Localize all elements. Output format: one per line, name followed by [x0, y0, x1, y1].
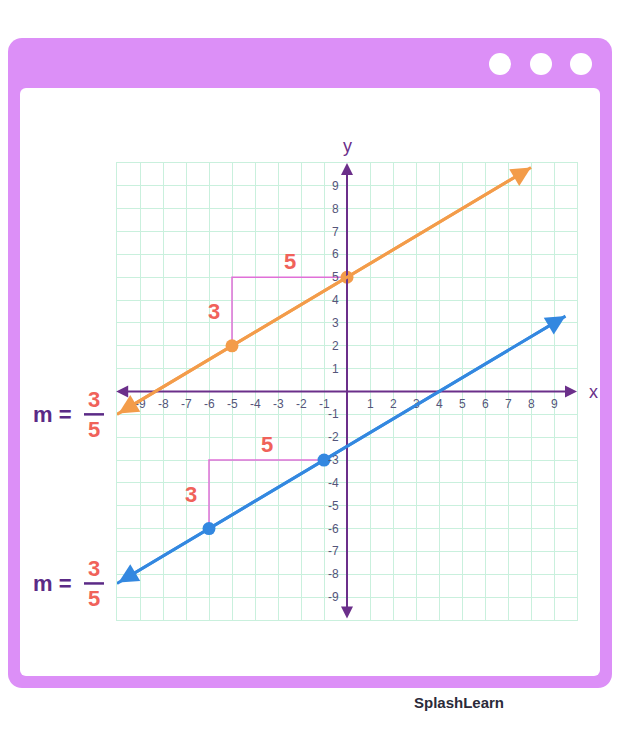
svg-text:m =: m =	[33, 402, 72, 427]
svg-text:5: 5	[88, 417, 100, 442]
svg-text:3: 3	[88, 387, 100, 412]
svg-text:-6: -6	[328, 522, 339, 536]
svg-text:y: y	[343, 136, 352, 156]
svg-text:1: 1	[367, 397, 374, 411]
svg-text:2: 2	[390, 397, 397, 411]
svg-text:-3: -3	[328, 453, 339, 467]
svg-text:5: 5	[459, 397, 466, 411]
svg-text:-1: -1	[328, 407, 339, 421]
svg-text:-4: -4	[328, 476, 339, 490]
svg-text:-1: -1	[319, 397, 330, 411]
svg-text:8: 8	[332, 202, 339, 216]
html-text:SplashLearn: SplashLearn	[414, 694, 504, 711]
svg-text:9: 9	[332, 179, 339, 193]
svg-text:-8: -8	[328, 567, 339, 581]
svg-text:-4: -4	[250, 397, 261, 411]
svg-text:3: 3	[185, 482, 197, 507]
svg-text:3: 3	[208, 299, 220, 324]
svg-text:3: 3	[88, 556, 100, 581]
svg-text:-2: -2	[328, 430, 339, 444]
svg-text:-9: -9	[328, 590, 339, 604]
svg-text:4: 4	[332, 293, 339, 307]
svg-text:4: 4	[436, 397, 443, 411]
svg-text:-7: -7	[181, 397, 192, 411]
svg-text:7: 7	[332, 225, 339, 239]
svg-text:8: 8	[528, 397, 535, 411]
svg-text:2: 2	[332, 339, 339, 353]
svg-text:5: 5	[332, 270, 339, 284]
svg-text:-5: -5	[328, 499, 339, 513]
svg-text:7: 7	[505, 397, 512, 411]
svg-text:6: 6	[482, 397, 489, 411]
svg-text:3: 3	[413, 397, 420, 411]
svg-text:-9: -9	[135, 397, 146, 411]
svg-text:x: x	[589, 382, 598, 402]
svg-text:9: 9	[551, 397, 558, 411]
svg-text:5: 5	[88, 586, 100, 611]
svg-text:-8: -8	[158, 397, 169, 411]
svg-text:-7: -7	[328, 544, 339, 558]
svg-text:m =: m =	[33, 571, 72, 596]
svg-text:3: 3	[332, 316, 339, 330]
svg-text:1: 1	[332, 362, 339, 376]
svg-text:-2: -2	[296, 397, 307, 411]
svg-text:5: 5	[284, 249, 296, 274]
svg-text:6: 6	[332, 247, 339, 261]
svg-text:-6: -6	[204, 397, 215, 411]
svg-text:-5: -5	[227, 397, 238, 411]
svg-text:-3: -3	[273, 397, 284, 411]
svg-text:5: 5	[261, 432, 273, 457]
